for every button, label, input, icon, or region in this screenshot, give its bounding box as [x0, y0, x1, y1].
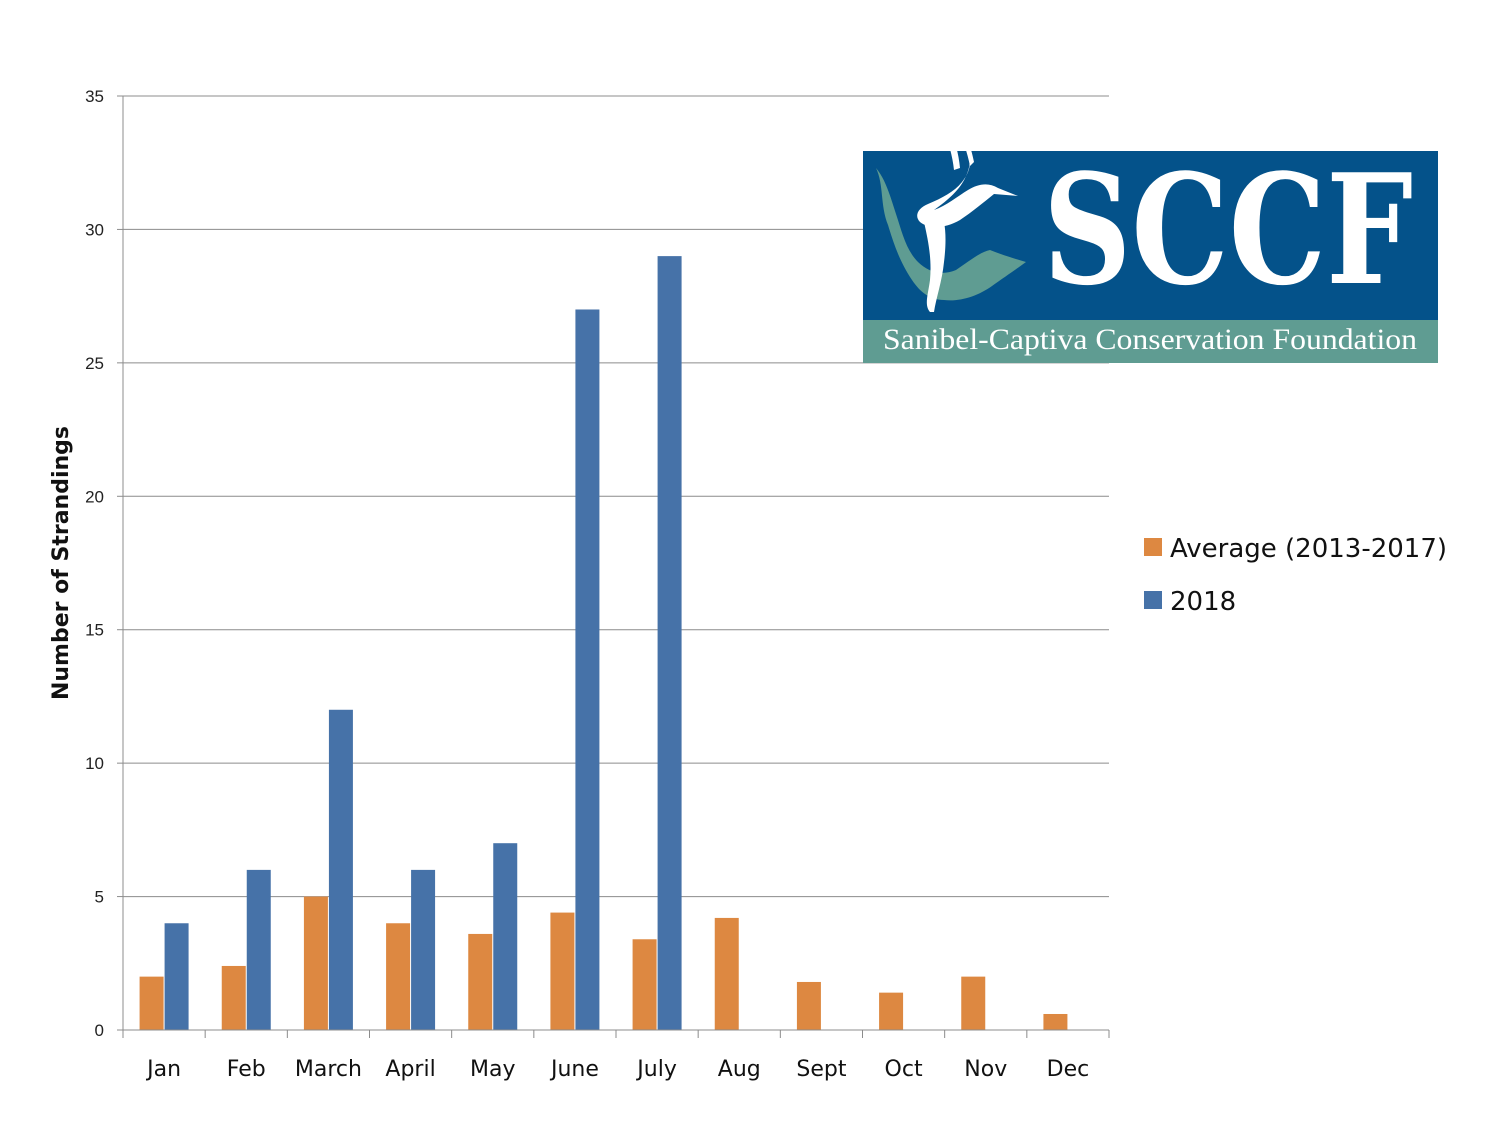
x-tick-label: July — [635, 1057, 677, 1082]
x-tick-label: Sept — [796, 1057, 846, 1082]
bar-average-dec — [1043, 1013, 1068, 1030]
pelican-icon — [876, 108, 1026, 312]
x-tick-label: Jan — [145, 1057, 181, 1082]
y-tick-label: 5 — [95, 888, 104, 907]
logo-name: SCCF — [1043, 140, 1413, 319]
y-tick-label: 35 — [85, 87, 104, 106]
bar-average-jan — [139, 976, 164, 1030]
bar-average-aug — [714, 917, 739, 1030]
bar-series-2018-may — [493, 843, 518, 1030]
bar-average-nov — [961, 976, 986, 1030]
logo-subtitle-band — [863, 320, 1438, 363]
bar-average-march — [303, 896, 328, 1030]
legend: Average (2013-2017) 2018 — [1144, 534, 1447, 617]
bar-average-april — [386, 923, 411, 1030]
gridlines — [123, 95, 1109, 898]
bar-average-may — [468, 933, 493, 1030]
axes — [122, 96, 1110, 1038]
y-tick-label: 0 — [95, 1021, 104, 1040]
bar-average-oct — [879, 992, 904, 1030]
x-tick-label: June — [549, 1057, 599, 1082]
bar-average-june — [550, 912, 575, 1030]
x-tick-label: April — [385, 1057, 435, 1082]
legend-swatch — [1144, 538, 1162, 556]
y-tick-label: 20 — [85, 487, 104, 506]
x-tick-label: Nov — [964, 1057, 1007, 1082]
legend-label: Average (2013-2017) — [1170, 534, 1447, 564]
x-tick-label: May — [470, 1057, 515, 1082]
x-tick-label: Aug — [718, 1057, 761, 1082]
bars — [139, 256, 1068, 1031]
legend-swatch — [1144, 591, 1162, 609]
y-axis-label: Number of Strandings — [49, 426, 74, 700]
logo-subtitle: Sanibel-Captiva Conservation Foundation — [883, 323, 1417, 356]
bar-series-2018-june — [575, 309, 600, 1030]
y-tick-label: 25 — [85, 354, 104, 373]
bar-average-feb — [221, 965, 246, 1030]
y-axis-ticks: 0 5 10 15 20 25 30 35 — [85, 87, 123, 1040]
y-tick-label: 30 — [85, 220, 104, 239]
x-tick-label: Feb — [227, 1057, 266, 1082]
bar-series-2018-july — [657, 256, 682, 1031]
sccf-logo: SCCF Sanibel-Captiva Conservation Founda… — [863, 108, 1438, 363]
x-tick-label: Oct — [885, 1057, 923, 1082]
bar-series-2018-april — [411, 869, 436, 1030]
x-tick-label: March — [295, 1057, 362, 1082]
bar-series-2018-feb — [246, 869, 271, 1030]
legend-label: 2018 — [1170, 587, 1236, 617]
bar-series-2018-jan — [164, 923, 189, 1030]
bar-average-july — [632, 939, 657, 1030]
y-tick-label: 15 — [85, 621, 104, 640]
bar-average-sept — [796, 981, 821, 1030]
x-axis-labels: Jan Feb March April May June July Aug Sept Oct Nov… — [145, 1057, 1089, 1082]
y-tick-label: 10 — [85, 754, 104, 773]
bar-series-2018-march — [328, 709, 353, 1030]
x-tick-label: Dec — [1047, 1057, 1090, 1082]
